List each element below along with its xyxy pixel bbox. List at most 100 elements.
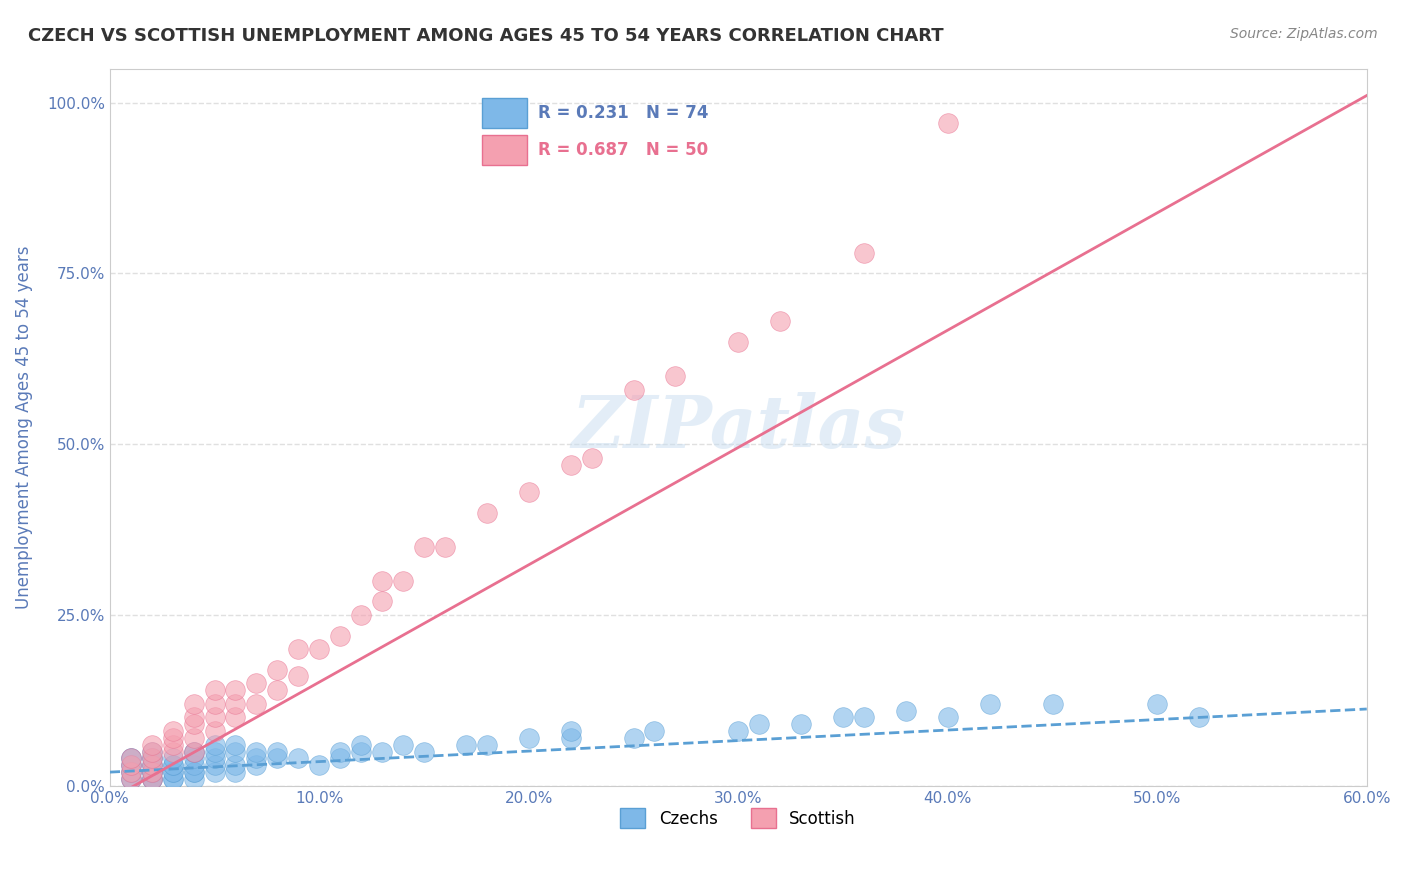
Point	[162, 758, 184, 772]
Point	[560, 458, 582, 472]
Point	[894, 704, 917, 718]
Point	[392, 574, 415, 588]
Point	[162, 731, 184, 745]
Point	[581, 450, 603, 465]
Point	[1146, 697, 1168, 711]
Point	[245, 751, 267, 765]
Point	[517, 485, 540, 500]
Point	[266, 683, 288, 698]
Point	[1042, 697, 1064, 711]
Point	[664, 368, 686, 383]
Point	[141, 745, 163, 759]
Point	[120, 751, 142, 765]
Point	[162, 751, 184, 765]
Point	[162, 724, 184, 739]
Text: CZECH VS SCOTTISH UNEMPLOYMENT AMONG AGES 45 TO 54 YEARS CORRELATION CHART: CZECH VS SCOTTISH UNEMPLOYMENT AMONG AGE…	[28, 27, 943, 45]
Point	[183, 765, 205, 780]
Text: Source: ZipAtlas.com: Source: ZipAtlas.com	[1230, 27, 1378, 41]
Point	[141, 772, 163, 786]
Point	[266, 745, 288, 759]
Point	[141, 751, 163, 765]
Point	[371, 574, 394, 588]
Point	[560, 731, 582, 745]
Point	[120, 758, 142, 772]
Point	[287, 751, 309, 765]
Point	[413, 540, 436, 554]
Point	[204, 710, 226, 724]
Point	[748, 717, 770, 731]
Point	[329, 745, 352, 759]
Point	[120, 772, 142, 786]
Point	[204, 738, 226, 752]
Point	[936, 116, 959, 130]
Point	[308, 758, 330, 772]
Y-axis label: Unemployment Among Ages 45 to 54 years: Unemployment Among Ages 45 to 54 years	[15, 245, 32, 609]
Point	[141, 772, 163, 786]
Point	[245, 676, 267, 690]
Point	[224, 758, 246, 772]
Point	[224, 738, 246, 752]
Point	[623, 383, 645, 397]
Point	[329, 628, 352, 642]
Point	[454, 738, 477, 752]
Point	[392, 738, 415, 752]
Point	[183, 751, 205, 765]
Point	[141, 738, 163, 752]
Point	[183, 710, 205, 724]
Point	[266, 751, 288, 765]
Point	[475, 506, 498, 520]
Point	[832, 710, 855, 724]
Point	[141, 765, 163, 780]
Point	[287, 669, 309, 683]
Point	[433, 540, 456, 554]
Point	[141, 758, 163, 772]
Point	[120, 751, 142, 765]
Point	[120, 772, 142, 786]
Point	[141, 772, 163, 786]
Point	[727, 334, 749, 349]
Point	[162, 772, 184, 786]
Point	[183, 697, 205, 711]
Point	[224, 683, 246, 698]
Point	[141, 765, 163, 780]
Point	[371, 594, 394, 608]
Point	[183, 772, 205, 786]
Point	[979, 697, 1001, 711]
Point	[162, 765, 184, 780]
Point	[120, 765, 142, 780]
Point	[204, 697, 226, 711]
Point	[245, 758, 267, 772]
Point	[183, 758, 205, 772]
Point	[162, 745, 184, 759]
Point	[141, 758, 163, 772]
Point	[224, 697, 246, 711]
Point	[183, 745, 205, 759]
Point	[790, 717, 813, 731]
Point	[141, 765, 163, 780]
Point	[852, 246, 875, 260]
Point	[162, 758, 184, 772]
Point	[413, 745, 436, 759]
Point	[287, 642, 309, 657]
Point	[204, 683, 226, 698]
Point	[1188, 710, 1211, 724]
Point	[350, 607, 373, 622]
Point	[517, 731, 540, 745]
Point	[141, 772, 163, 786]
Point	[245, 745, 267, 759]
Point	[727, 724, 749, 739]
Point	[120, 758, 142, 772]
Point	[183, 745, 205, 759]
Point	[120, 765, 142, 780]
Point	[183, 717, 205, 731]
Point	[162, 772, 184, 786]
Point	[329, 751, 352, 765]
Point	[769, 314, 792, 328]
Point	[183, 765, 205, 780]
Point	[350, 738, 373, 752]
Point	[141, 758, 163, 772]
Point	[162, 738, 184, 752]
Point	[475, 738, 498, 752]
Point	[141, 765, 163, 780]
Point	[120, 772, 142, 786]
